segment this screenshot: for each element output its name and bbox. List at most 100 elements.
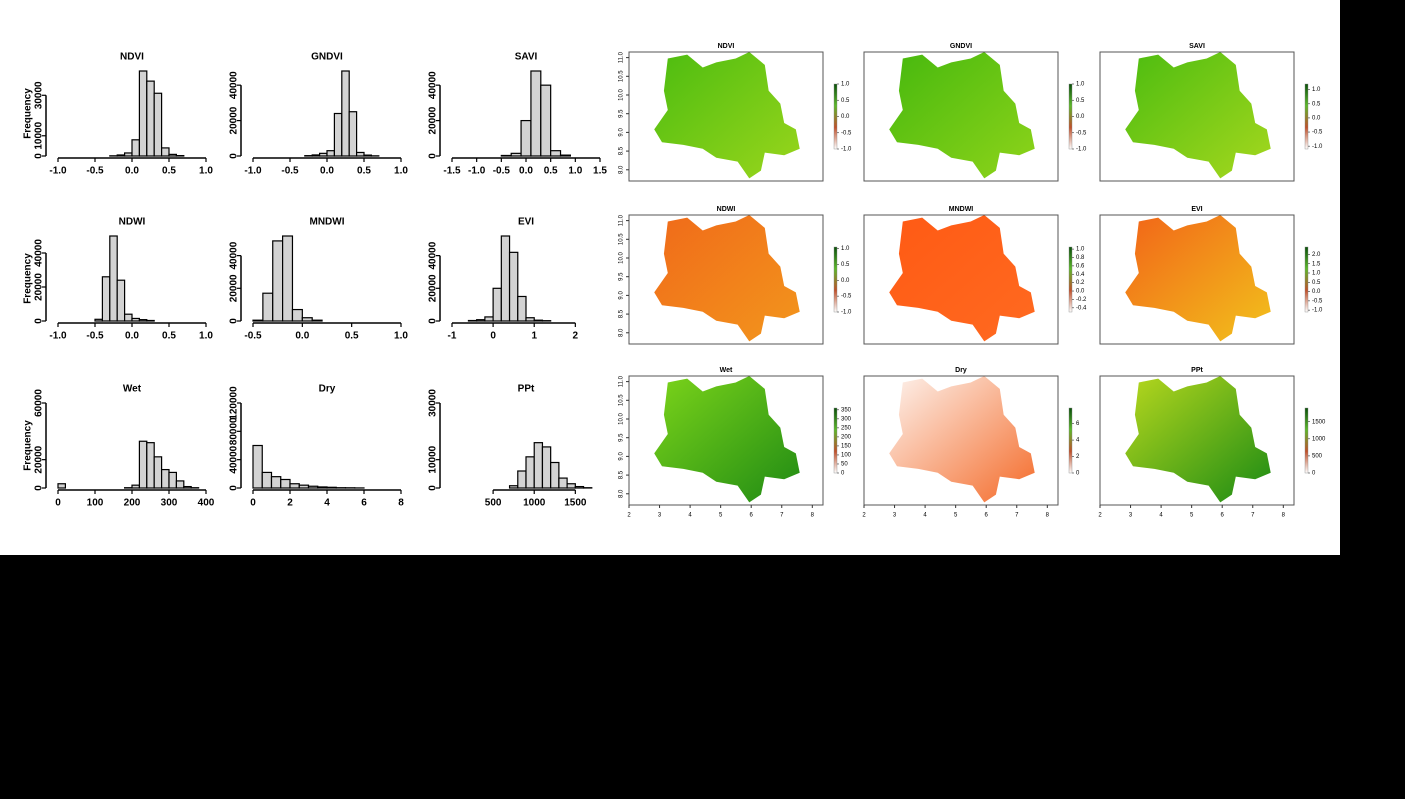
map-title: SAVI <box>1189 43 1205 50</box>
colorbar <box>833 407 838 474</box>
x-tick-label: 3 <box>658 513 662 519</box>
histogram-bar <box>301 317 313 322</box>
histogram-bar <box>291 308 303 322</box>
legend-tick-label: 50 <box>841 462 848 468</box>
x-tick-label: -1.0 <box>49 331 67 342</box>
x-tick-label: 4 <box>1159 513 1163 519</box>
y-tick-label: 30000 <box>428 389 439 417</box>
histogram-bar <box>282 235 294 322</box>
y-tick-label: 0 <box>428 318 439 324</box>
histogram-title: MNDWI <box>310 217 345 228</box>
x-tick-label: 300 <box>161 498 178 509</box>
x-tick-label: 400 <box>198 498 215 509</box>
map-frame <box>1099 214 1295 345</box>
legend-tick-label: 1.0 <box>841 82 850 88</box>
y-tick-label: 9.0 <box>619 452 625 461</box>
map-frame <box>863 375 1059 506</box>
histogram-bar <box>161 147 170 157</box>
x-tick-label: 1 <box>531 331 537 342</box>
x-tick-label: 0.0 <box>125 331 139 342</box>
x-tick-label: 0.5 <box>162 331 176 342</box>
histogram-bar <box>272 240 284 322</box>
y-tick-label: 10.0 <box>619 89 625 101</box>
y-tick-label: 11.0 <box>619 51 625 63</box>
legend-tick-label: 1000 <box>1312 436 1326 442</box>
x-tick-label: 7 <box>1015 513 1019 519</box>
histogram-title: PPt <box>518 384 535 395</box>
histogram-bar <box>319 152 328 157</box>
x-tick-label: 0 <box>250 498 256 509</box>
colorbar <box>1304 83 1309 150</box>
y-tick-label: 20000 <box>34 445 45 473</box>
map-title: GNDVI <box>950 43 972 50</box>
legend-tick-label: 2 <box>1076 454 1080 460</box>
x-tick-label: -0.5 <box>281 166 299 177</box>
histogram-bar <box>533 319 544 322</box>
y-tick-label: 11.0 <box>619 375 625 387</box>
map-raster <box>889 215 1035 342</box>
histogram-bar <box>138 440 148 489</box>
y-tick-label: 0 <box>229 318 240 324</box>
legend-tick-label: -0.5 <box>841 130 852 136</box>
histogram-bar <box>566 483 576 489</box>
histogram-bar <box>510 152 522 157</box>
x-tick-label: 1.5 <box>593 166 607 177</box>
x-tick-label: 0.0 <box>125 166 139 177</box>
histogram-bar <box>530 70 542 157</box>
histogram-bar <box>101 276 111 322</box>
y-axis-label: Frequency <box>23 420 34 471</box>
colorbar <box>1068 407 1073 474</box>
y-tick-label: 120000 <box>229 386 240 420</box>
legend-tick-label: 250 <box>841 425 852 431</box>
y-tick-label: 8.5 <box>619 470 625 479</box>
y-tick-label: 8.0 <box>619 165 625 174</box>
x-tick-label: 2 <box>1098 513 1102 519</box>
x-tick-label: 6 <box>750 513 754 519</box>
histogram-bar <box>525 456 535 489</box>
y-tick-label: 20000 <box>428 274 439 302</box>
x-tick-label: 5 <box>1190 513 1194 519</box>
legend-tick-label: 1.5 <box>1312 261 1321 267</box>
histogram-bar <box>363 154 373 157</box>
y-tick-label: 40000 <box>229 71 240 99</box>
y-tick-label: 8.0 <box>619 328 625 337</box>
histogram-bar <box>146 442 155 489</box>
legend-tick-label: 1.0 <box>1312 87 1321 93</box>
colorbar <box>833 83 838 150</box>
histogram-bar <box>520 119 532 157</box>
histogram-bar <box>146 319 155 322</box>
legend-tick-label: 0.0 <box>841 114 850 120</box>
map-raster <box>1125 215 1271 342</box>
y-tick-label: 9.0 <box>619 128 625 137</box>
x-tick-label: -1.0 <box>468 166 486 177</box>
legend-tick-label: -0.5 <box>1312 298 1323 304</box>
x-tick-label: 8 <box>1046 513 1050 519</box>
histogram-bar <box>252 444 263 489</box>
histogram-bar <box>289 483 300 489</box>
histogram-bar <box>131 139 141 157</box>
histogram-bar <box>311 154 321 157</box>
histogram-bar <box>559 154 571 157</box>
x-tick-label: 200 <box>124 498 141 509</box>
x-tick-label: 1500 <box>564 498 587 509</box>
legend-tick-label: 0.0 <box>1076 114 1085 120</box>
colorbar <box>1304 246 1309 313</box>
x-tick-label: 0.5 <box>345 331 359 342</box>
x-tick-label: -1.0 <box>49 166 67 177</box>
x-tick-label: 4 <box>923 513 927 519</box>
x-tick-label: 0 <box>55 498 61 509</box>
histogram-title: Dry <box>319 384 336 395</box>
histogram-bar <box>123 152 133 157</box>
figure: NDVI Frequency -1.0 -0.5 0.0 0.5 1.0 0 10000 3000… <box>0 0 1340 555</box>
x-tick-label: 5 <box>719 513 723 519</box>
legend-tick-label: -0.4 <box>1076 305 1087 311</box>
x-tick-label: 6 <box>361 498 367 509</box>
y-axis-label: Frequency <box>23 253 34 304</box>
histogram-bar <box>508 251 519 322</box>
histogram-bar <box>261 471 273 489</box>
x-tick-label: 1.0 <box>394 331 408 342</box>
map-raster <box>654 52 800 179</box>
map-raster <box>654 215 800 342</box>
y-tick-label: 8.0 <box>619 489 625 498</box>
map-title: MNDWI <box>949 206 974 213</box>
